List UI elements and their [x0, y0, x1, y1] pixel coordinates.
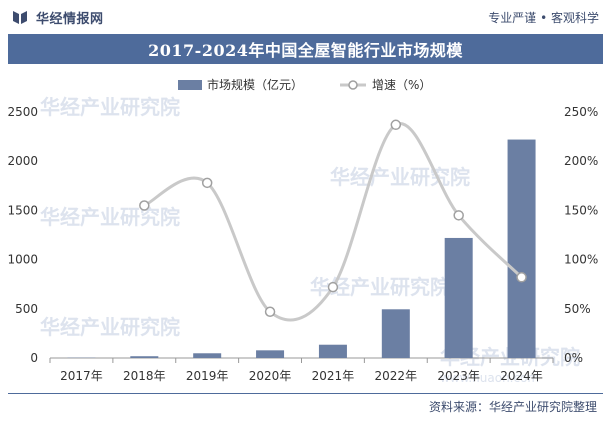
y-right-tick-label: 100%: [564, 253, 598, 267]
growth-point: [516, 272, 527, 283]
chart-title: 2017-2024年中国全屋智能行业市场规模: [148, 41, 463, 60]
y-right-tick-label: 50%: [564, 302, 591, 316]
x-tick-label: 2017年: [60, 369, 103, 383]
x-tick-label: 2024年: [500, 369, 543, 383]
watermark-text: 华经产业研究院: [40, 315, 180, 339]
y-left-tick-label: 500: [15, 302, 38, 316]
y-right-tick-label: 150%: [564, 203, 598, 217]
x-tick-label: 2019年: [186, 369, 229, 383]
growth-point: [139, 200, 150, 211]
title-bar: 2017-2024年中国全屋智能行业市场规模: [8, 34, 603, 64]
bar: [193, 353, 222, 358]
bars: [67, 139, 536, 358]
brand-name: 华经情报网: [36, 11, 104, 27]
x-tick-label: 2020年: [249, 369, 292, 383]
growth-point: [390, 119, 402, 131]
source-note: 资料来源：华经产业研究院整理: [428, 400, 597, 414]
bar: [318, 344, 347, 358]
growth-point: [264, 306, 276, 318]
watermark-text: 华经产业研究院: [40, 205, 180, 229]
footer-divider: [8, 393, 603, 394]
legend-line-marker: [348, 80, 358, 90]
x-tick-label: 2018年: [123, 369, 166, 383]
bar: [256, 350, 285, 358]
bar: [507, 139, 536, 358]
y-left-tick-label: 0: [30, 351, 38, 365]
growth-point: [201, 177, 213, 189]
bar: [444, 237, 473, 358]
growth-line: [139, 119, 527, 322]
watermark-text: 华经产业研究院: [40, 95, 180, 119]
growth-point: [327, 281, 339, 293]
chart: 华经产业研究院华经产业研究院华经产业研究院华经产业研究院华经产业研究院华经产业研…: [7, 77, 598, 385]
x-tick-label: 2023年: [437, 369, 480, 383]
y-left-tick-label: 2000: [7, 154, 38, 168]
legend: 市场规模（亿元） 增速（%）: [178, 77, 431, 92]
brand: 华经情报网: [12, 8, 104, 27]
tagline: 专业严谨 • 客观科学: [488, 11, 599, 25]
legend-bar-label: 市场规模（亿元）: [207, 77, 303, 92]
legend-bar-swatch: [178, 80, 202, 90]
axes: 0 500 1000 1500 2000 2500 0% 50% 100% 150% 200% 250…: [7, 105, 598, 383]
watermark-text: 华经产业研究院: [330, 165, 470, 189]
y-left-tick-label: 2500: [7, 105, 38, 119]
y-right-tick-label: 250%: [564, 105, 598, 119]
y-left-tick-label: 1000: [7, 253, 38, 267]
bar: [130, 356, 159, 358]
y-right-tick-label: 0%: [564, 351, 583, 365]
y-left-tick-label: 1500: [7, 203, 38, 217]
watermarks: 华经产业研究院华经产业研究院华经产业研究院华经产业研究院华经产业研究院华经产业研…: [40, 95, 580, 385]
x-tick-label: 2021年: [312, 369, 355, 383]
watermark-url: www.huaon.com: [440, 371, 539, 385]
top-bar: 华经情报网 专业严谨 • 客观科学: [0, 0, 611, 34]
bar: [381, 309, 410, 358]
brand-logo-icon: [13, 11, 27, 24]
x-tick-label: 2022年: [375, 369, 418, 383]
growth-point: [453, 210, 464, 221]
y-right-tick-label: 200%: [564, 154, 598, 168]
legend-line-label: 增速（%）: [372, 78, 431, 92]
